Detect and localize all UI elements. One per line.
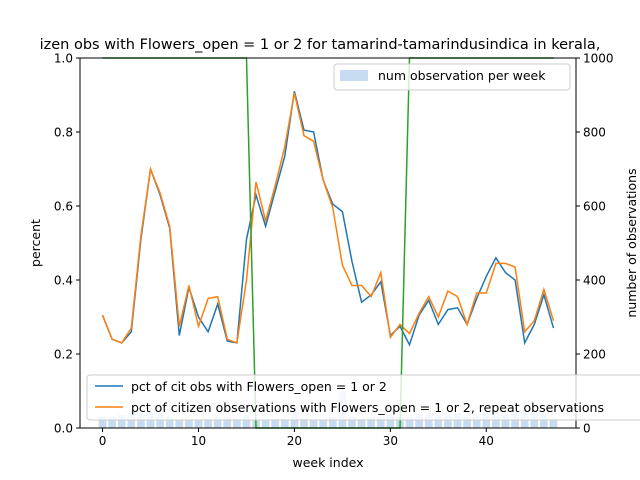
observation-bar [280,418,289,428]
observation-bar [511,413,519,428]
observation-bar [108,416,116,428]
observation-bar [357,418,366,428]
right-y-tick-label: 200 [583,348,606,362]
observation-bar [348,416,356,428]
plot-frame [79,57,577,429]
x-tick-label: 40 [479,434,494,448]
observation-bar [223,416,232,428]
x-tick-label: 20 [287,434,302,448]
legend-box [333,63,571,91]
observation-bar [482,413,491,428]
observation-bar [386,415,395,428]
left-y-tick-label: 0.8 [54,126,73,140]
observation-bar [501,415,510,428]
right-y-axis-ticks: 0 200 400 600 800 1000 [576,52,614,436]
observation-bar [261,420,270,428]
legend-lower-left: pct of cit obs with Flowers_open = 1 or … [86,374,640,421]
observation-bar [415,413,423,428]
left-y-tick-label: 0.0 [54,422,73,436]
observation-bar [213,416,222,428]
observation-bar [117,415,126,428]
x-tick-label: 0 [99,434,107,448]
right-y-tick-label: 600 [583,200,606,214]
observation-bar [434,413,443,428]
series-line-green [102,57,554,429]
observation-bar [540,413,548,428]
observation-bar [472,415,481,428]
observation-bar [271,418,280,428]
observation-bar [549,418,558,428]
observation-bar [424,415,433,428]
observation-bar [367,416,376,428]
observation-bar [405,416,414,428]
observation-bar [453,413,462,428]
series-layer [101,57,555,429]
right-y-tick-label: 0 [583,422,591,436]
observation-bar [185,420,193,428]
left-y-tick-label: 1.0 [54,52,73,66]
observation-bar [137,413,145,428]
observation-bar [175,420,184,428]
x-tick-label: 30 [383,434,398,448]
observation-bar [194,420,203,428]
series-line-orange [101,92,555,344]
left-y-tick-label: 0.2 [54,348,73,362]
observation-bar [165,416,174,428]
observation-bar [204,418,212,428]
observation-bar [98,416,107,428]
left-y-axis-label: percent [28,219,43,267]
observation-bar [328,416,337,428]
legend-label-bars: num observation per week [378,68,546,83]
legend-box [86,374,640,421]
observation-bar [319,420,328,428]
legend-label-blue: pct of cit obs with Flowers_open = 1 or … [131,379,387,394]
x-axis-ticks: 0 10 20 30 40 [99,428,494,448]
right-y-tick-label: 1000 [583,52,614,66]
observation-bar [233,418,241,428]
observation-bar [309,420,318,428]
left-y-tick-label: 0.4 [54,274,73,288]
x-tick-label: 10 [191,434,206,448]
chart-title: izen obs with Flowers_open = 1 or 2 for … [40,37,601,53]
observation-bar [242,415,251,428]
right-y-tick-label: 400 [583,274,606,288]
x-axis-label: week index [292,455,363,470]
legend-swatch-bars [340,70,368,81]
observation-bar [444,415,452,428]
observation-bar [300,418,308,428]
legend-top-right: num observation per week [333,63,571,91]
right-y-axis-label: number of observations [624,168,639,317]
series-line-blue [101,91,555,347]
right-y-tick-label: 800 [583,126,606,140]
left-y-tick-label: 0.6 [54,200,73,214]
observation-bar [463,416,471,428]
observation-bar [376,416,385,428]
observation-bar [156,413,164,428]
left-y-axis-ticks: 0.0 0.2 0.4 0.6 0.8 1.0 [54,52,80,436]
legend-label-orange: pct of citizen observations with Flowers… [131,400,604,415]
